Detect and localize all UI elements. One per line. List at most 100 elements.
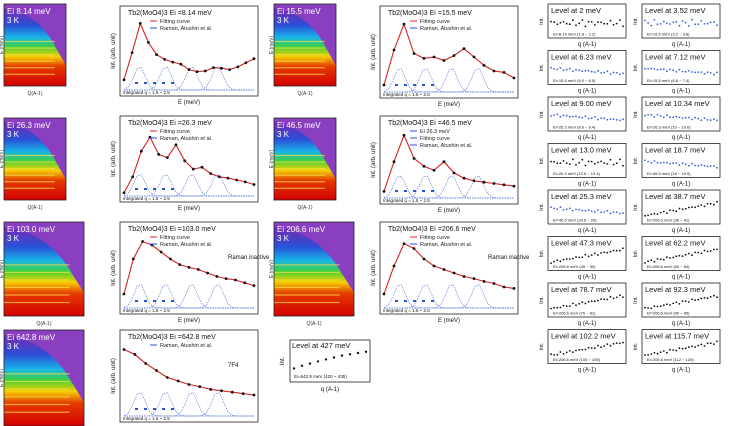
heatmap-band [4,388,70,390]
heatmap-ylabel: E (meV) [0,369,5,388]
component-curve [384,175,514,199]
heatmap-band [4,73,55,75]
qcut-point [659,258,662,261]
qcut-point [587,117,590,120]
qcut-point [619,294,621,297]
spectrum-frame [379,221,519,315]
qcut-xlabel: q (A-1) [672,42,690,48]
data-point [138,22,142,25]
qcut-xlabel: q (A-1) [672,368,690,374]
data-point [502,285,506,289]
component-curve [124,392,254,417]
qcut-point [597,161,599,164]
heatmap-band [274,47,325,49]
qcut-point [575,24,577,27]
heatmap-band [4,40,55,43]
data-point [402,242,406,246]
heatmap-band [4,411,70,413]
qcut-point [600,21,602,24]
heatmap-ylabel: E (meV) [0,36,5,55]
qcut-frame [289,339,371,383]
legend-entry: Raman, Atushin et al. [160,343,213,349]
data-point [171,60,175,64]
qcut-point [672,209,675,212]
qcut-point [606,251,609,254]
spectrum-title: Tb2(MoO4)3 Ei =8.14 meV [128,10,212,17]
spectrum-frame [379,115,519,205]
data-point [512,184,516,188]
qcut-note: Ei=26.3 meV (10 ~ 10.6) [647,125,691,130]
qcut-title: Level at 78.7 meV [551,285,611,294]
qcut-point [659,115,662,117]
qcut-point [703,249,706,252]
qcut-point [656,258,659,260]
qcut-title: Level at 10.34 meV [645,99,710,108]
qcut-point [562,114,565,117]
qcut-point [603,251,606,254]
qcut-point [597,344,599,347]
heatmap-intensity [274,122,336,200]
qcut-note: Ei=26.3 meV (12.6 ~ 13.4) [553,171,601,176]
qcut-point [609,212,612,215]
qcut-panel: Level at 18.7 meV Ei=46.5 meV (18 ~ 19.5)… [633,143,721,188]
qcut-point [553,354,555,356]
qcut-point [575,115,577,118]
qcut-frame [641,329,721,364]
qcut-title: Level at 427 meV [292,341,350,350]
spectrum-ylabel: Int. (arb. unit) [111,250,117,286]
qcut-point [550,353,552,356]
qcut-point [678,164,681,167]
qcut-point [700,252,703,255]
qcut-point [615,71,618,74]
data-point [155,369,158,372]
data-point [220,389,223,393]
qcut-point [556,259,559,261]
spectrum-ylabel: Int. (arb. unit) [371,142,377,178]
qcut-point [653,212,656,215]
data-point [442,59,446,62]
qcut-point [619,249,621,252]
qcut-panel: Level at 6.23 meV Ei=15.5 meV (6.0 ~ 6.5)… [539,50,627,95]
qcut-point [292,367,296,370]
spectrum-title: Tb2(MoO4)3 Ei =46.5 meV [388,120,472,127]
qcut-point [703,297,706,299]
spectrum-title: Tb2(MoO4)3 Ei =15.5 meV [388,10,472,17]
qcut-point [666,22,668,25]
qcut-point [572,351,574,353]
qcut-point [340,354,344,357]
data-point [442,268,446,271]
qcut-point [593,24,596,26]
spectrum-ylabel: Int. (arb. unit) [111,141,117,177]
heatmap-band [274,187,325,189]
qcut-point [593,347,596,350]
heatmap-band [4,54,55,56]
data-point [243,180,247,184]
qcut-point [653,351,656,354]
qcut-point [650,353,653,355]
heatmap-band [4,161,55,163]
qcut-point [578,256,581,259]
data-point [502,183,506,187]
qcut-point [562,160,565,162]
qcut-point [622,164,624,167]
heatmap-intensity [274,8,336,87]
qcut-xlabel: q (A-1) [672,321,690,327]
raman-marker [431,300,434,302]
qcut-point [709,296,712,298]
qcut-point [584,253,587,256]
qcut-point [590,254,593,256]
qcut-point [662,116,665,119]
qcut-point [565,208,568,211]
qcut-point [672,21,675,24]
data-point [122,292,126,296]
qcut-point [716,24,718,27]
heatmap-intensity [4,122,66,200]
qcut-point [584,209,587,212]
qcut-point [575,304,577,307]
heatmap-band [274,271,340,274]
qcut-point [584,69,587,72]
qcut-point [706,119,709,121]
data-point [147,41,150,44]
qcut-point [559,206,562,209]
heatmap-ylabel: E (meV) [0,150,5,169]
